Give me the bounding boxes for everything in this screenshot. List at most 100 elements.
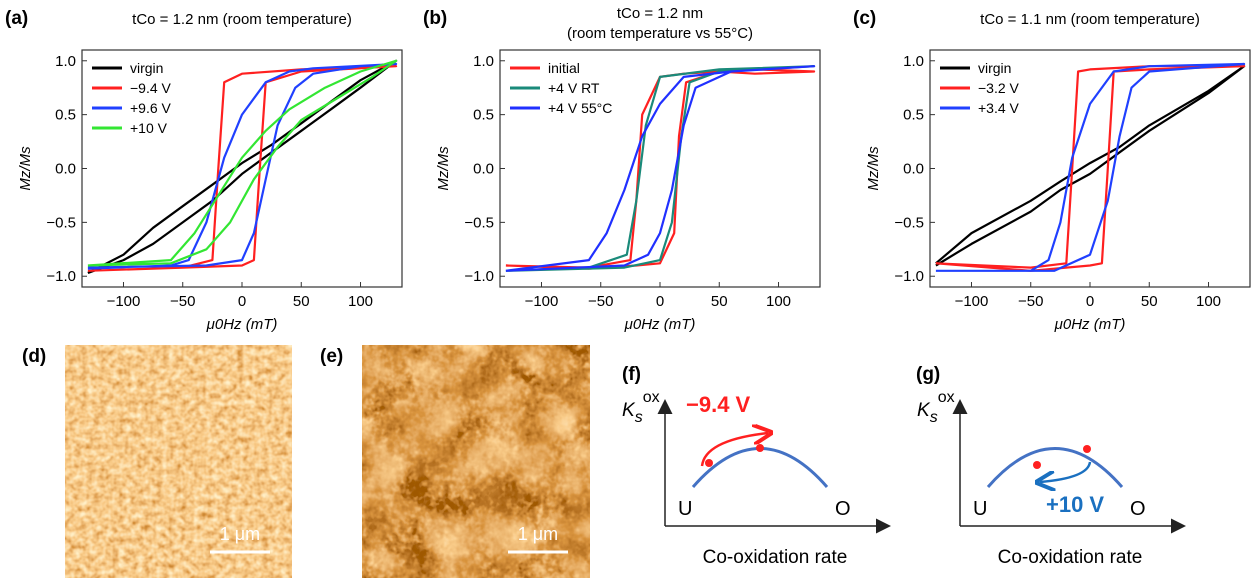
legend-label: +4 V RT [548,80,600,96]
curve [986,447,1124,488]
x-axis-label: μ0Hz (mT) [1054,316,1126,333]
series-line [87,65,398,272]
series-line [935,65,1246,272]
legend-label: initial [548,60,580,76]
chart-subtitle: (room temperature vs 55°C) [567,25,753,42]
y-axis-label: Mz/Ms [17,146,34,191]
diagram-f: (f) Ksox −9.4 V U O Co-oxidation rate [622,364,891,568]
y-label-sup: ox [938,389,955,406]
y-tick-label: 0.5 [55,107,76,124]
plot-area [505,65,816,272]
image-e: (e) 1 μm [320,345,590,578]
x-tick-label: −50 [588,293,613,310]
start-label: U [678,498,692,520]
arrow-label: −9.4 V [686,392,751,417]
y-tick-label: 1.0 [55,53,76,70]
x-axis-label: μ0Hz (mT) [624,316,696,333]
mfm-image [362,345,590,578]
plot-frame [499,49,821,288]
y-label-sub: s [635,409,643,426]
x-tick-label: 0 [656,293,664,310]
y-tick-label: 1.0 [473,53,494,70]
chart: (b) tCo = 1.2 nm (room temperature vs 55°C… [423,5,821,333]
plot-frame [81,49,403,288]
panel-label: (e) [320,346,343,367]
legend-label: virgin [130,60,163,76]
legend-label: virgin [978,60,1011,76]
x-tick-label: 100 [766,293,791,310]
x-tick-label: −50 [170,293,195,310]
y-label-main: K [622,400,636,421]
x-axis-label: μ0Hz (mT) [206,316,278,333]
scale-bar-label: 1 μm [518,524,558,544]
series-line [935,62,1246,272]
x-label: Co-oxidation rate [998,547,1143,568]
legend-label: +10 V [130,120,168,136]
panel-label: (f) [622,364,641,385]
y-tick-label: 0.0 [55,161,76,178]
curve [691,447,829,488]
x-tick-label: 0 [238,293,246,310]
y-tick-label: 1.0 [903,53,924,70]
chart-title: tCo = 1.2 nm (room temperature) [132,11,352,28]
y-axis-label: Mz/Ms [865,146,882,191]
x-tick-label: 50 [1141,293,1158,310]
panel-label: (c) [853,8,876,29]
y-label: Ksox [622,389,660,426]
y-tick-label: −0.5 [894,214,924,231]
legend-label: +4 V 55°C [548,100,612,116]
panel-label: (b) [423,8,447,29]
start-label: U [973,498,987,520]
chart: (c) tCo = 1.1 nm (room temperature) −100 −5… [853,8,1251,333]
series-line [87,59,398,267]
y-tick-label: −1.0 [46,268,76,285]
series-line [505,65,816,272]
arrow [700,433,768,467]
end-label: O [835,498,851,520]
plot-frame [929,49,1251,288]
mfm-image [65,345,292,578]
x-tick-label: 0 [1086,293,1094,310]
state-dot [1083,445,1091,453]
x-tick-label: −50 [1018,293,1043,310]
x-tick-label: 100 [1196,293,1221,310]
panel-label: (g) [916,364,940,385]
scale-bar-label: 1 μm [220,524,260,544]
legend-label: +9.6 V [130,100,172,116]
arrow-label: +10 V [1046,492,1104,517]
y-tick-label: −1.0 [464,268,494,285]
y-tick-label: −0.5 [46,214,76,231]
state-dot [756,444,764,452]
y-tick-label: 0.0 [473,161,494,178]
state-dot [705,459,713,467]
chart-title: tCo = 1.2 nm [617,5,703,22]
y-tick-label: −1.0 [894,268,924,285]
end-label: O [1130,498,1146,520]
panel-label: (d) [22,346,46,367]
state-dot [1033,461,1041,469]
y-tick-label: 0.5 [473,107,494,124]
chart-title: tCo = 1.1 nm (room temperature) [980,11,1200,28]
chart: (a) tCo = 1.2 nm (room temperature) −100 −5… [5,8,403,333]
legend-label: +3.4 V [978,100,1020,116]
legend-label: −9.4 V [130,80,172,96]
x-tick-label: 50 [711,293,728,310]
y-label-sup: ox [643,389,660,406]
x-tick-label: −100 [525,293,559,310]
x-tick-label: −100 [107,293,141,310]
series-line [935,65,1246,267]
y-tick-label: 0.5 [903,107,924,124]
series-line [87,62,398,270]
y-label-sub: s [930,409,938,426]
y-label-main: K [917,400,931,421]
x-tick-label: 100 [348,293,373,310]
plot-area [87,59,398,275]
y-label: Ksox [917,389,955,426]
y-tick-label: 0.0 [903,161,924,178]
y-tick-label: −0.5 [464,214,494,231]
x-label: Co-oxidation rate [703,547,848,568]
x-tick-label: −100 [955,293,989,310]
x-tick-label: 50 [293,293,310,310]
image-d: (d) 1 μm [22,345,292,578]
